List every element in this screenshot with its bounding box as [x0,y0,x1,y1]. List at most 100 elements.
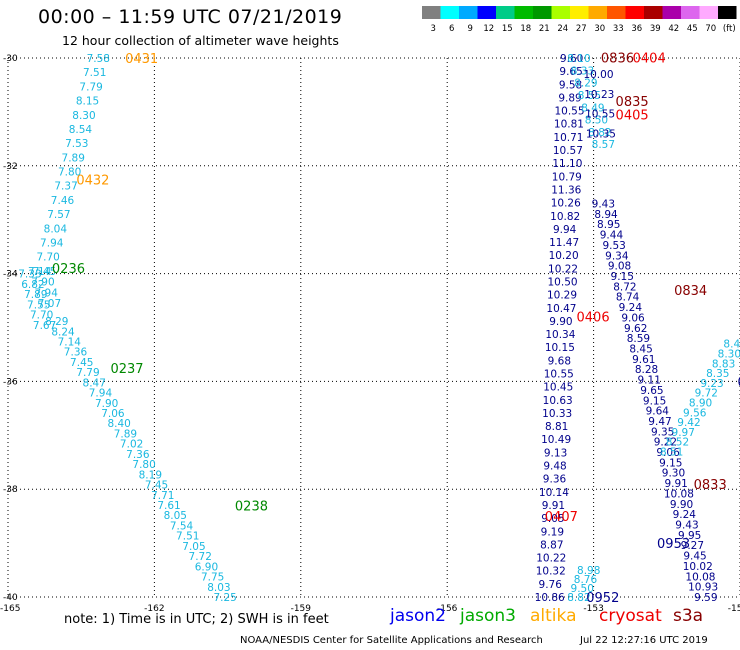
time-annotation: 0238 [235,499,268,514]
time-annotation: 0236 [52,262,85,277]
time-annotation: 0836 [601,51,634,66]
wave-height-value: 10.93 [688,582,718,594]
wave-height-value: 9.43 [592,199,615,211]
footer-timestamp: Jul 22 12:27:16 UTC 2019 [580,635,708,646]
wave-height-value: 7.25 [213,592,236,604]
y-tick-label: -32 [3,162,18,172]
wave-height-value: 8.33 [571,65,594,77]
legend-jason2: jason2 [390,606,446,626]
time-annotation: 0953 [657,537,690,552]
wave-height-value: 11.47 [549,237,579,249]
note-text: note: 1) Time is in UTC; 2) SWH is in fe… [64,612,329,627]
wave-height-value: 10.86 [535,592,565,604]
wave-height-value: 10.08 [685,571,715,583]
colorbar-label: 12 [483,24,494,34]
wave-height-value: 7.36 [126,449,150,461]
colorbar-label: 33 [613,24,624,34]
wave-height-value: 9.22 [654,437,677,449]
wave-height-value: 7.02 [120,439,143,451]
wave-height-value: 9.15 [643,395,666,407]
wave-height-value: 7.80 [132,459,155,471]
wave-height-value: 9.15 [659,457,682,469]
wave-height-value: 9.27 [681,540,704,552]
wave-height-value: 7.37 [54,181,77,193]
wave-height-value: 10.22 [536,553,566,565]
x-tick-label: -159 [291,604,312,614]
wave-height-value: 8.87 [540,539,563,551]
colorbar-label: 36 [631,24,642,34]
colorbar-label: 21 [539,24,550,34]
wave-height-value: 8.29 [45,316,68,328]
wave-height-value: 10.34 [545,329,575,341]
time-annotation: 0 [738,375,740,390]
wave-height-value: 8.15 [76,96,99,108]
colorbar-swatch [422,6,441,19]
y-tick-label: -38 [3,485,18,495]
colorbar-label: 30 [594,24,605,34]
legend-s3a: s3a [673,606,704,626]
chart-title: 00:00 – 11:59 UTC 07/21/2019 [38,6,343,28]
wave-height-value: 7.70 [30,310,53,322]
y-tick-label: -34 [3,270,18,280]
wave-height-value: 9.11 [638,375,661,387]
wave-height-value: 9.91 [664,478,687,490]
wave-height-value: 9.50 [571,583,594,595]
wave-height-value: 9.19 [541,526,564,538]
wave-height-value: 8.76 [574,574,598,586]
wave-height-value: 6.82 [21,279,44,291]
wave-height-value: 9.76 [539,579,563,591]
wave-height-value: 8.05 [164,510,187,522]
wave-height-value: 8.28 [635,364,658,376]
wave-height-value: 9.48 [543,461,566,473]
colorbar-label: 3 [431,24,436,34]
wave-height-value: 7.79 [76,367,99,379]
x-tick-label: -153 [583,604,603,614]
y-tick-label: -40 [3,593,18,603]
wave-height-value: 9.60 [560,53,583,65]
wave-height-value: 10.47 [546,303,576,315]
wave-height-value: 8.98 [577,565,600,577]
time-annotation: 0835 [616,95,649,110]
wave-height-value: 8.30 [718,348,740,360]
wave-height-value: 7.72 [189,551,212,563]
wave-height-value: 9.95 [678,530,701,542]
wave-height-value: 8.24 [51,326,75,338]
wave-height-value: 8.82 [588,127,611,139]
wave-height-value: 9.34 [605,250,629,262]
wave-height-value: 9.90 [670,499,693,511]
colorbar-swatch [644,6,663,19]
wave-height-value: 9.72 [695,388,718,400]
legend-cryosat: cryosat [599,606,662,626]
wave-height-value: 9.42 [677,417,700,429]
time-annotation: 0406 [577,311,610,326]
wave-height-value: 7.14 [58,336,82,348]
wave-height-value: 7.54 [170,520,194,532]
wave-height-value: 8.94 [594,209,618,221]
colorbar-swatch [440,6,459,19]
wave-height-value: 7.79 [79,81,102,93]
wave-height-value: 9.05 [541,513,564,525]
wave-height-value: 10.79 [552,171,582,183]
wave-height-value: 9.68 [548,355,571,367]
legend-altika: altika [530,606,577,626]
colorbar-label: 24 [557,24,568,34]
wave-height-value: 8.52 [666,437,689,449]
colorbar-swatch [551,6,570,19]
wave-height-value: 10.23 [584,89,614,101]
colorbar-swatch [607,6,626,19]
wave-height-value: 10.71 [553,132,583,144]
wave-height-value: 9.08 [608,261,631,273]
wave-height-value: 9.24 [673,509,697,521]
wave-height-value: 7.89 [24,289,47,301]
wave-height-value: 9.58 [559,79,582,91]
wave-height-value: 10.33 [542,408,572,420]
wave-height-value: 8.57 [592,139,615,151]
wave-height-value: 9.15 [611,271,634,283]
wave-height-value: 9.91 [542,500,565,512]
wave-height-value: 7.45 [33,266,56,278]
wave-height-value: 7.90 [95,398,118,410]
wave-height-value: 7.75 [201,572,224,584]
wave-height-value: 10.55 [544,369,574,381]
colorbar-label: 70 [705,24,716,34]
time-annotation: 0432 [76,173,109,188]
